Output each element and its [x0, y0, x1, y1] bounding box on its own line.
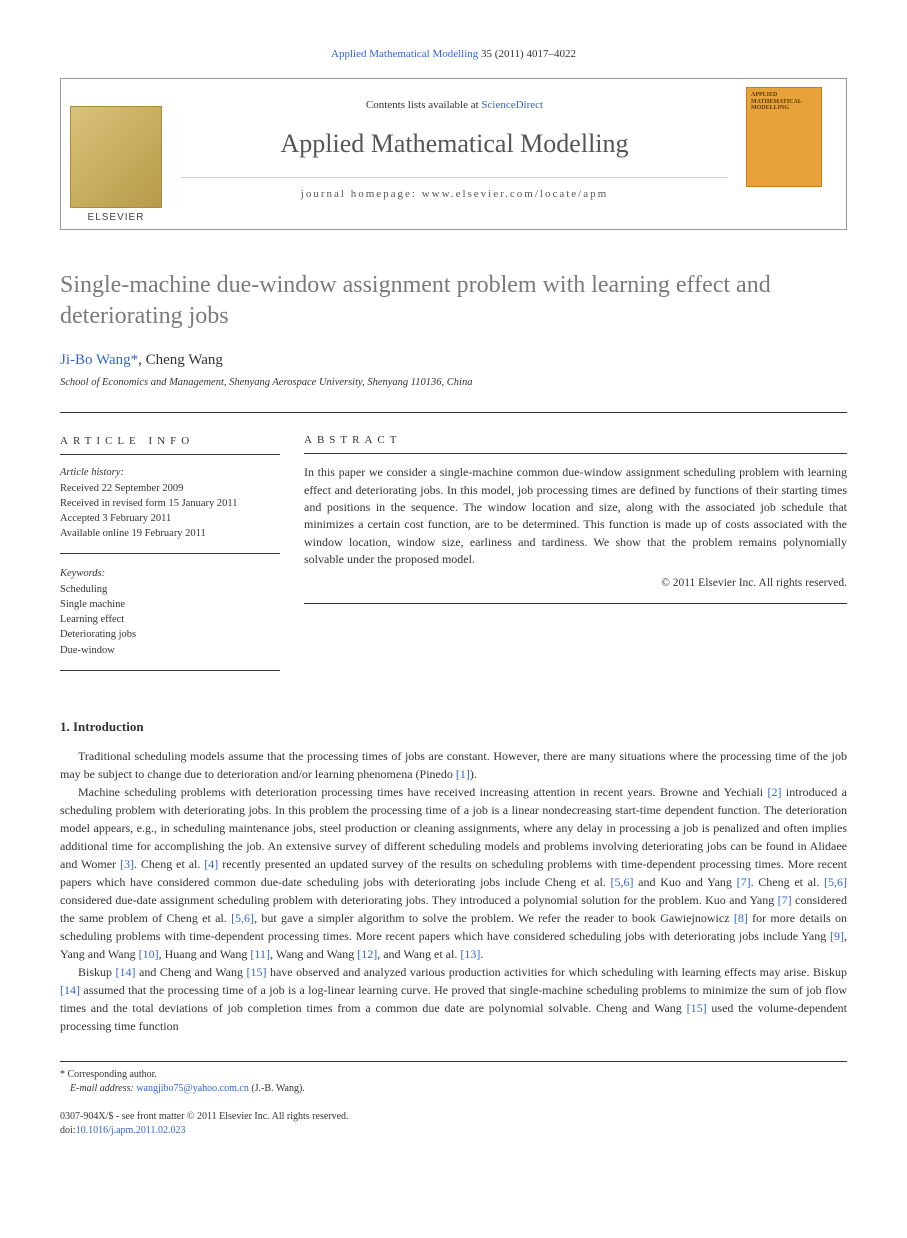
masthead: ELSEVIER Contents lists available at Sci… [60, 78, 847, 230]
online-date: Available online 19 February 2011 [60, 526, 280, 541]
running-header: Applied Mathematical Modelling 35 (2011)… [60, 48, 847, 60]
ref-link[interactable]: [5,6] [231, 911, 254, 925]
abstract-heading: ABSTRACT [304, 425, 847, 454]
masthead-center: Contents lists available at ScienceDirec… [171, 79, 738, 229]
article-info: ARTICLE INFO Article history: Received 2… [60, 413, 304, 682]
abstract-divider [304, 603, 847, 604]
journal-name: Applied Mathematical Modelling [171, 129, 738, 159]
journal-ref-rest: 35 (2011) 4017–4022 [478, 48, 576, 60]
article-title: Single-machine due-window assignment pro… [60, 270, 847, 332]
journal-cover-thumb[interactable]: APPLIED MATHEMATICAL MODELLING [746, 87, 822, 187]
abstract: ABSTRACT In this paper we consider a sin… [304, 413, 847, 682]
ref-link[interactable]: [5,6] [824, 875, 847, 889]
ref-link[interactable]: [7] [778, 893, 792, 907]
keyword: Scheduling [60, 582, 280, 597]
contents-available: Contents lists available at ScienceDirec… [171, 99, 738, 111]
publisher-block: ELSEVIER [61, 79, 171, 229]
doi-link[interactable]: 10.1016/j.apm.2011.02.023 [76, 1125, 186, 1136]
keywords-label: Keywords: [60, 566, 280, 581]
bottom-matter: 0307-904X/$ - see front matter © 2011 El… [60, 1110, 847, 1138]
footnotes: * Corresponding author. E-mail address: … [60, 1061, 847, 1096]
journal-homepage[interactable]: journal homepage: www.elsevier.com/locat… [181, 177, 728, 200]
corresponding-author: * Corresponding author. [60, 1068, 847, 1082]
received-date: Received 22 September 2009 [60, 481, 280, 496]
paragraph-3: Biskup [14] and Cheng and Wang [15] have… [60, 963, 847, 1035]
keyword: Deteriorating jobs [60, 627, 280, 642]
ref-link[interactable]: [14] [116, 965, 136, 979]
author-1[interactable]: Ji-Bo Wang [60, 352, 131, 368]
paragraph-2: Machine scheduling problems with deterio… [60, 783, 847, 963]
author-2: Cheng Wang [146, 352, 223, 368]
ref-link[interactable]: [4] [204, 857, 218, 871]
abstract-copyright: © 2011 Elsevier Inc. All rights reserved… [304, 575, 847, 592]
affiliation: School of Economics and Management, Shen… [60, 377, 847, 388]
ref-link[interactable]: [3] [120, 857, 134, 871]
author-email[interactable]: wangjibo75@yahoo.com.cn [136, 1083, 249, 1094]
accepted-date: Accepted 3 February 2011 [60, 511, 280, 526]
ref-link[interactable]: [5,6] [611, 875, 634, 889]
page: Applied Mathematical Modelling 35 (2011)… [0, 0, 907, 1168]
section-1-heading: 1. Introduction [60, 719, 847, 735]
ref-link[interactable]: [12] [357, 947, 377, 961]
doi-line: doi:10.1016/j.apm.2011.02.023 [60, 1124, 847, 1138]
info-abstract-row: ARTICLE INFO Article history: Received 2… [60, 412, 847, 682]
revised-date: Received in revised form 15 January 2011 [60, 496, 280, 511]
corr-marker[interactable]: * [131, 352, 139, 368]
ref-link[interactable]: [11] [250, 947, 270, 961]
ref-link[interactable]: [1] [456, 767, 470, 781]
info-divider-2 [60, 670, 280, 671]
paragraph-1: Traditional scheduling models assume tha… [60, 747, 847, 783]
ref-link[interactable]: [10] [139, 947, 159, 961]
issn-line: 0307-904X/$ - see front matter © 2011 El… [60, 1110, 847, 1124]
ref-link[interactable]: [9] [830, 929, 844, 943]
info-divider [60, 553, 280, 554]
keyword: Learning effect [60, 612, 280, 627]
keyword: Single machine [60, 597, 280, 612]
info-heading: ARTICLE INFO [60, 426, 280, 455]
journal-ref-name[interactable]: Applied Mathematical Modelling [331, 48, 478, 60]
sciencedirect-link[interactable]: ScienceDirect [481, 99, 543, 111]
keyword: Due-window [60, 643, 280, 658]
email-line: E-mail address: wangjibo75@yahoo.com.cn … [60, 1082, 847, 1096]
body-text: Traditional scheduling models assume tha… [60, 747, 847, 1035]
ref-link[interactable]: [8] [734, 911, 748, 925]
authors: Ji-Bo Wang*, Cheng Wang [60, 352, 847, 369]
elsevier-tree-icon [70, 106, 162, 208]
history-label: Article history: [60, 465, 280, 480]
ref-link[interactable]: [15] [246, 965, 266, 979]
abstract-text: In this paper we consider a single-machi… [304, 464, 847, 568]
ref-link[interactable]: [2] [768, 785, 782, 799]
ref-link[interactable]: [15] [687, 1001, 707, 1015]
ref-link[interactable]: [14] [60, 983, 80, 997]
cover-thumb-wrap: APPLIED MATHEMATICAL MODELLING [738, 79, 846, 229]
ref-link[interactable]: [13] [460, 947, 480, 961]
ref-link[interactable]: [7] [737, 875, 751, 889]
publisher-name: ELSEVIER [88, 212, 145, 223]
